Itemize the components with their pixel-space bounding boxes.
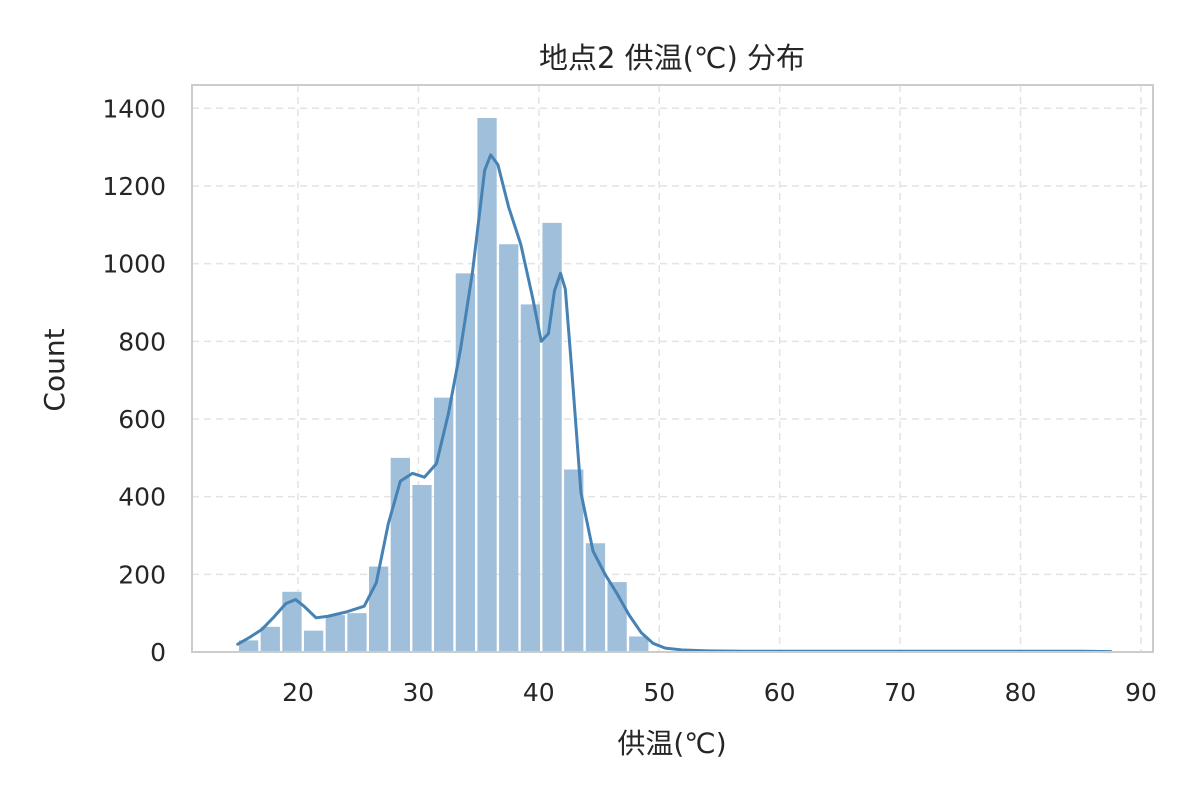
histogram-bar-5 [347, 613, 367, 652]
histogram-bar-11 [477, 118, 497, 653]
histogram-bar-10 [455, 273, 476, 652]
histogram-bar-15 [564, 469, 584, 652]
x-axis-title: 供温(℃) [617, 727, 726, 760]
histogram-bar-6 [369, 566, 389, 652]
x-tick-label-5: 70 [884, 678, 916, 707]
x-tick-label-3: 50 [643, 678, 675, 707]
y-tick-label-7: 1400 [102, 94, 166, 123]
histogram-bar-12 [499, 244, 519, 653]
plot-frame [191, 84, 1154, 653]
x-tick-label-0: 20 [282, 678, 314, 707]
histogram-bar-7 [390, 457, 410, 652]
histogram-bar-0 [238, 640, 259, 652]
y-tick-label-2: 400 [118, 483, 166, 512]
y-axis-title: Count [38, 328, 71, 411]
x-tick-labels: 20 30 40 50 60 70 80 90 [282, 678, 1157, 707]
chart-title: 地点2 供温(℃) 分布 [539, 41, 805, 75]
x-tick-label-1: 30 [402, 678, 434, 707]
histogram-bar-4 [325, 615, 345, 652]
histogram-bars [238, 118, 649, 653]
y-tick-label-6: 1200 [102, 172, 166, 201]
histogram-bar-18 [629, 636, 649, 652]
x-tick-label-4: 60 [764, 678, 796, 707]
x-tick-label-7: 90 [1125, 678, 1157, 707]
histogram-bar-16 [585, 543, 606, 652]
y-tick-label-3: 600 [118, 405, 166, 434]
histogram-bar-9 [434, 397, 454, 652]
y-tick-label-1: 200 [118, 560, 166, 589]
histogram-bar-14 [542, 222, 562, 652]
histogram-bar-1 [260, 626, 280, 652]
histogram-bar-8 [412, 485, 432, 652]
y-tick-label-0: 0 [150, 638, 166, 667]
kde-curve [236, 153, 1113, 654]
histogram-bar-3 [303, 630, 324, 652]
histogram-bar-13 [520, 304, 541, 652]
plot-background [192, 85, 1153, 652]
y-tick-label-5: 1000 [102, 250, 166, 279]
x-tick-label-6: 80 [1005, 678, 1037, 707]
y-tick-label-4: 800 [118, 327, 166, 356]
y-tick-labels: 0 200 400 600 800 1000 1200 1400 [102, 94, 166, 667]
x-tick-label-2: 40 [523, 678, 555, 707]
histogram-bar-2 [282, 591, 302, 652]
